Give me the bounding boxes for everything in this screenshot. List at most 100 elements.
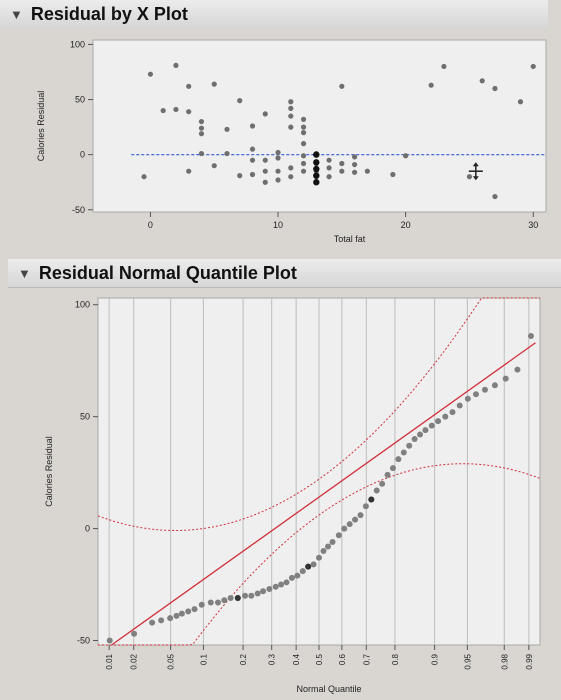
data-point — [479, 78, 485, 84]
y-tick-label: 0 — [80, 150, 85, 160]
x-tick-label: 0.3 — [268, 653, 277, 665]
data-point-highlighted — [313, 151, 320, 158]
data-point — [300, 116, 307, 122]
data-point — [491, 382, 498, 389]
data-point — [379, 480, 386, 487]
data-point — [300, 153, 307, 159]
panel-title: Residual by X Plot — [30, 3, 188, 24]
data-point — [364, 168, 370, 174]
plot-frame — [92, 39, 547, 213]
data-point — [339, 83, 345, 89]
data-point — [173, 62, 179, 68]
data-point — [403, 153, 409, 159]
y-tick-label: 0 — [85, 524, 90, 534]
data-point — [254, 590, 261, 597]
data-point — [406, 442, 413, 449]
data-point — [288, 113, 294, 119]
normal-quantile-chart[interactable]: 0.01 0.02 0.05 0.1 0.2 0.3 0.4 0.5 0.6 0.7 0.8 0.9 0… — [0, 290, 561, 700]
data-point — [227, 594, 234, 601]
data-point — [288, 99, 294, 105]
data-point — [288, 174, 294, 180]
data-point — [492, 193, 498, 200]
x-tick-label: 0.01 — [105, 653, 114, 669]
data-point — [492, 85, 498, 92]
data-point — [160, 107, 166, 114]
y-tick-label: 100 — [70, 39, 85, 49]
data-point — [211, 163, 217, 169]
data-point — [530, 63, 536, 70]
data-point — [441, 63, 447, 70]
data-point — [481, 386, 488, 393]
x-tick-label: 0.99 — [525, 653, 534, 669]
data-point — [357, 512, 364, 519]
data-point — [346, 521, 353, 528]
data-point — [449, 409, 456, 416]
data-point — [275, 168, 281, 174]
y-axis-label: Calories Residual — [36, 91, 46, 162]
data-point — [249, 157, 256, 163]
data-point — [373, 487, 380, 494]
data-point — [428, 422, 435, 429]
data-point — [191, 606, 198, 613]
data-point — [149, 619, 156, 626]
data-point — [275, 149, 281, 156]
data-point — [351, 169, 358, 175]
confidence-band-lower — [98, 463, 541, 646]
residual-by-x-chart[interactable]: 100 50 0 -50 0 10 20 30 Total fat Calories Residu… — [0, 28, 561, 260]
data-point — [288, 165, 294, 171]
data-point — [186, 83, 192, 89]
data-point — [283, 579, 290, 586]
y-tick-label: 50 — [80, 412, 90, 422]
data-point — [167, 615, 174, 622]
data-point — [326, 157, 332, 163]
data-point — [351, 161, 358, 168]
data-point — [417, 431, 424, 438]
disclosure-triangle-icon[interactable]: ▼ — [18, 265, 31, 281]
data-point — [326, 174, 332, 180]
data-point — [339, 168, 345, 174]
data-point — [249, 123, 256, 129]
data-point — [224, 126, 230, 132]
data-point-highlighted — [313, 159, 320, 166]
data-point-highlighted — [313, 165, 320, 173]
data-point — [300, 160, 307, 167]
data-point — [456, 402, 463, 409]
x-tick-label: 0.1 — [199, 653, 208, 665]
disclosure-triangle-icon[interactable]: ▼ — [10, 6, 23, 22]
residual-by-x-header[interactable]: ▼ Residual by X Plot — [0, 0, 548, 29]
data-point — [310, 561, 317, 568]
data-point — [224, 150, 230, 157]
x-axis-label: Normal Quantile — [296, 684, 361, 694]
data-point — [186, 168, 192, 174]
x-tick-label: 0 — [148, 220, 153, 230]
data-point — [362, 503, 369, 510]
data-point — [352, 516, 359, 523]
data-point — [173, 612, 180, 619]
x-tick-label: 0.6 — [338, 653, 347, 665]
y-tick-label: 50 — [75, 95, 85, 105]
data-point — [502, 375, 509, 382]
x-tick-label: 20 — [401, 220, 411, 230]
data-point — [186, 109, 192, 115]
x-tick-label: 0.8 — [391, 653, 400, 665]
data-point — [207, 599, 214, 606]
data-point — [341, 525, 348, 532]
data-point — [422, 427, 429, 434]
data-point — [198, 601, 205, 608]
data-point — [214, 599, 221, 606]
data-point — [260, 588, 267, 595]
x-tick-label: 0.5 — [315, 653, 324, 665]
data-point — [262, 157, 268, 163]
data-point — [320, 547, 327, 554]
data-point — [351, 154, 358, 160]
data-point — [411, 436, 418, 443]
data-point — [288, 105, 294, 111]
data-point — [339, 160, 345, 167]
data-point — [106, 637, 113, 644]
cursor-icon — [472, 176, 479, 181]
data-point — [262, 179, 268, 185]
data-point — [173, 106, 179, 113]
normal-quantile-header[interactable]: ▼ Residual Normal Quantile Plot — [8, 259, 561, 288]
data-point — [316, 554, 322, 561]
x-tick-label: 0.95 — [463, 653, 472, 669]
